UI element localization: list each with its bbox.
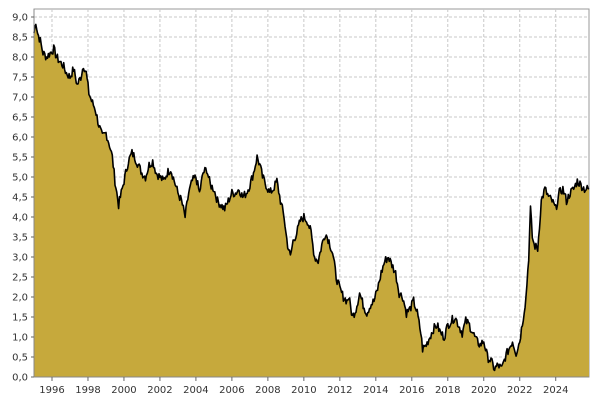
y-tick-label: 6,0 xyxy=(12,133,28,144)
y-tick-label: 8,0 xyxy=(12,53,28,64)
y-tick-label: 5,5 xyxy=(12,153,28,164)
x-tick-label: 2002 xyxy=(147,385,172,396)
y-tick-label: 4,5 xyxy=(12,193,28,204)
series-line xyxy=(33,23,590,372)
x-tick-label: 2022 xyxy=(507,385,532,396)
x-tick-label: 1996 xyxy=(39,385,64,396)
x-tick-label: 2006 xyxy=(219,385,244,396)
x-tick-label: 2018 xyxy=(435,385,460,396)
y-tick-label: 0,0 xyxy=(12,373,28,384)
y-tick-label: 0,5 xyxy=(12,353,28,364)
x-axis-ticks: 1996 1998 2000 2002 2004 2006 2008 2010 2012 2014… xyxy=(39,377,568,396)
y-tick-label: 4,0 xyxy=(12,213,28,224)
x-tick-label: 2008 xyxy=(255,385,280,396)
x-tick-label: 2004 xyxy=(183,385,208,396)
y-tick-label: 1,5 xyxy=(12,313,28,324)
y-tick-label: 2,5 xyxy=(12,273,28,284)
x-tick-label: 1998 xyxy=(75,385,100,396)
y-tick-label: 9,0 xyxy=(12,13,28,24)
y-tick-label: 2,0 xyxy=(12,293,28,304)
y-tick-label: 3,5 xyxy=(12,233,28,244)
y-tick-label: 3,0 xyxy=(12,253,28,264)
x-tick-label: 2016 xyxy=(399,385,424,396)
y-tick-label: 7,0 xyxy=(12,93,28,104)
x-tick-label: 2012 xyxy=(327,385,352,396)
y-axis-ticks: 0,0 0,5 1,0 1,5 2,0 2,5 3,0 3,5 4,0 4,5 5,0 5,5 6,0 6… xyxy=(12,13,34,384)
y-tick-label: 6,5 xyxy=(12,113,28,124)
x-tick-label: 2024 xyxy=(543,385,568,396)
y-tick-label: 8,5 xyxy=(12,33,28,44)
x-tick-label: 2014 xyxy=(363,385,388,396)
x-tick-label: 2010 xyxy=(291,385,316,396)
series-area-fill xyxy=(34,24,589,378)
y-tick-label: 1,0 xyxy=(12,333,28,344)
y-tick-label: 7,5 xyxy=(12,73,28,84)
y-tick-label: 5,0 xyxy=(12,173,28,184)
x-tick-label: 2000 xyxy=(111,385,136,396)
x-tick-label: 2020 xyxy=(471,385,496,396)
